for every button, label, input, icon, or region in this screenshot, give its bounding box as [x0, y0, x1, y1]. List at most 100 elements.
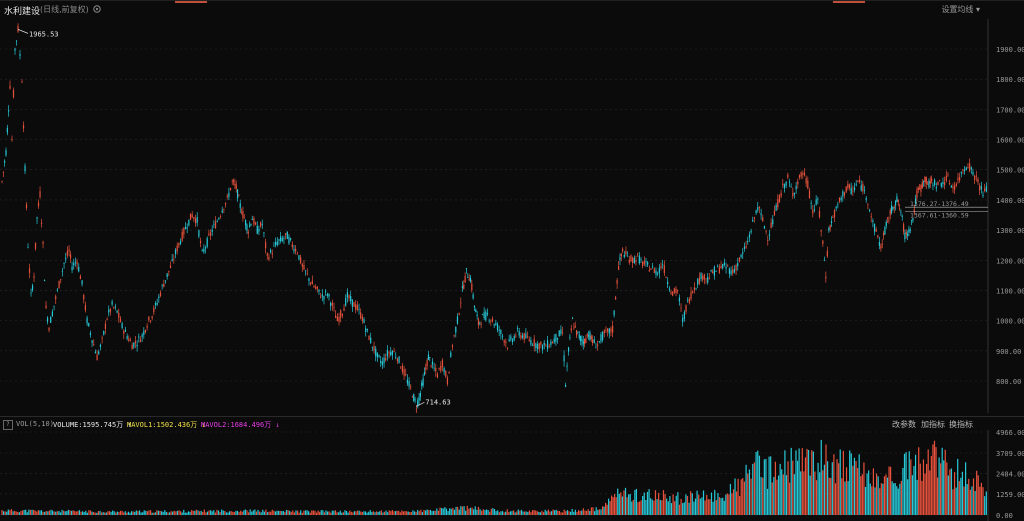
volume-bar [493, 508, 496, 515]
volume-bar [509, 511, 512, 515]
candle-body [888, 219, 890, 221]
candle-body [408, 380, 410, 387]
volume-bar [621, 496, 624, 515]
volume-bar [325, 510, 327, 515]
volume-bar [796, 460, 799, 515]
volume-bar [629, 494, 631, 515]
help-button[interactable]: ? [3, 420, 13, 430]
price-chart-panel[interactable]: 1900.00 1800.00 1700.00 1600.00 1500.00 1400.… [0, 19, 1024, 413]
volume-bar [714, 489, 716, 515]
candle-body [188, 219, 190, 226]
volume-chart-panel[interactable]: 4966.00 3709.00 2484.00 1259.00 0.00 [0, 430, 1024, 521]
gear-icon[interactable] [92, 4, 102, 14]
volume-bar [407, 511, 409, 515]
candle-body [668, 288, 670, 290]
candle-body [266, 253, 268, 256]
volume-bar [151, 512, 153, 515]
candle-body [600, 334, 602, 342]
volume-bar [691, 493, 693, 515]
candle-body [939, 180, 941, 182]
switch-indicator-button[interactable]: 换指标 [949, 420, 973, 429]
candle-body [486, 313, 489, 315]
volume-bar [777, 475, 780, 515]
candle-body [910, 220, 913, 222]
candle-body [673, 288, 675, 293]
ma-settings-button[interactable]: 设置均线 ▾ [941, 4, 980, 15]
candle-body [893, 206, 895, 209]
volume-bar [820, 439, 822, 515]
candle-body [427, 354, 430, 360]
volume-bar [725, 494, 727, 515]
candle-body [822, 240, 824, 244]
volume-bar [262, 509, 264, 515]
volume-bar [632, 499, 634, 515]
candle-body [401, 365, 404, 372]
candle-body [164, 280, 167, 282]
candle-body [843, 192, 846, 196]
candle-body [385, 357, 387, 361]
candle-body [465, 268, 468, 270]
candle-body [133, 342, 135, 348]
volume-bar [966, 484, 968, 515]
candle-body [757, 207, 759, 211]
volume-bar [398, 511, 400, 515]
volume-bar [100, 512, 103, 515]
volume-bar [210, 510, 212, 515]
candle-body [153, 307, 155, 313]
volume-bar [501, 511, 504, 515]
candle-body [146, 325, 148, 328]
candle-body [964, 169, 966, 172]
volume-bar [579, 510, 581, 515]
candle-body [415, 409, 418, 411]
price-chart[interactable]: 1900.00 1800.00 1700.00 1600.00 1500.00 1400.… [0, 19, 1024, 413]
volume-bar [790, 447, 792, 515]
volume-bar [678, 504, 681, 515]
volume-bar [205, 512, 207, 515]
candle-body [980, 186, 982, 190]
volume-bar [565, 511, 567, 515]
candle-body [567, 347, 570, 352]
candle-body [852, 190, 854, 192]
change-params-button[interactable]: 改参数 [892, 420, 916, 429]
candle-body [39, 191, 41, 198]
candle-body [316, 286, 318, 290]
volume-bar [303, 510, 305, 515]
candle-body [929, 181, 931, 184]
candle-body [908, 228, 910, 233]
volume-bar [781, 469, 783, 515]
volume-bar [281, 511, 283, 515]
volume-bar [757, 450, 759, 515]
candle-body [15, 40, 18, 42]
volume-bar [140, 512, 142, 515]
candle-body [22, 125, 25, 129]
volume-bar [974, 491, 976, 515]
candle-body [979, 185, 981, 191]
volume-bar [590, 507, 592, 515]
candle-body [413, 394, 415, 401]
volume-bar [39, 510, 41, 515]
candle-body [898, 208, 901, 209]
candle-body [91, 340, 93, 344]
volume-bar [634, 489, 636, 515]
volume-bar [620, 492, 622, 515]
candle-body [119, 318, 122, 323]
candle-body [335, 315, 337, 319]
volume-chart[interactable]: 4966.00 3709.00 2484.00 1259.00 0.00 [0, 430, 1024, 521]
candle-body [301, 264, 303, 267]
volume-bar [7, 509, 9, 515]
volume-bar [927, 449, 929, 515]
candle-body [253, 218, 255, 225]
volume-bar [110, 511, 112, 515]
volume-bar [953, 472, 956, 515]
volume-bar [717, 493, 719, 515]
candle-body [43, 279, 46, 282]
candle-body [171, 259, 173, 261]
add-indicator-button[interactable]: 加指标 [921, 420, 945, 429]
volume-bar [643, 492, 645, 515]
volume-bar [328, 511, 330, 515]
volume-bar [10, 509, 13, 515]
volume-bar [882, 483, 884, 515]
volume-bar [755, 451, 757, 515]
volume-bar [240, 510, 242, 515]
volume-bar [385, 510, 387, 515]
